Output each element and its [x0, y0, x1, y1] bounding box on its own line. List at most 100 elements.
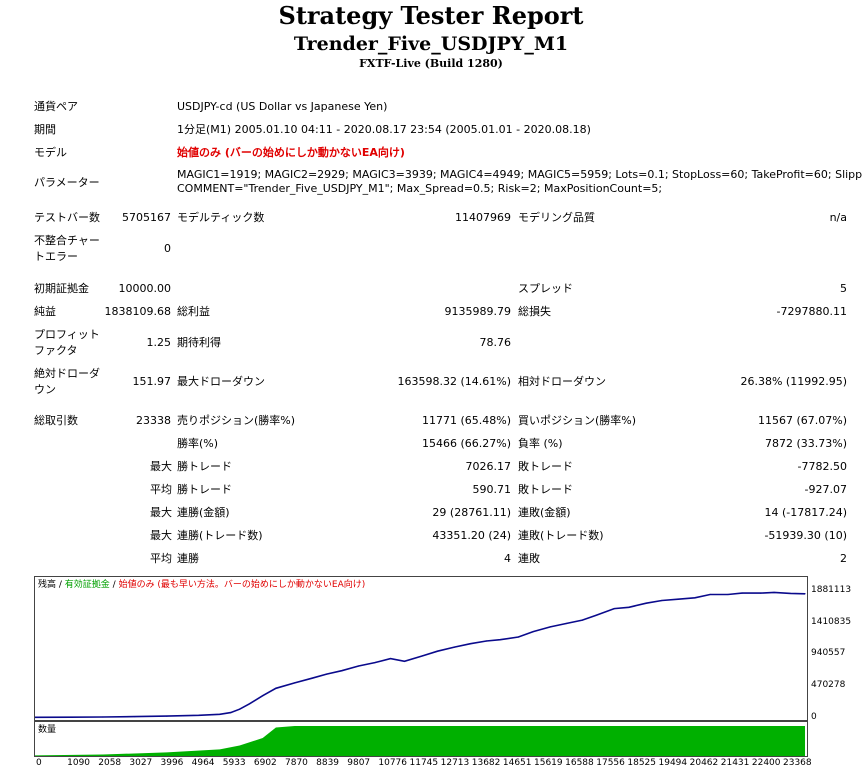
cons-wins-amount-value: 29 (28761.11) [432, 506, 511, 519]
cons-losses-amount-label: 連敗(金額) [518, 506, 571, 519]
balance-point [694, 597, 696, 599]
balance-point [565, 622, 567, 625]
balance-point [499, 639, 501, 641]
balance-point [485, 640, 488, 642]
loss-rate-label: 負率 (%) [518, 437, 563, 450]
balance-line [35, 591, 806, 719]
balance-point [595, 614, 597, 616]
balance-point [677, 598, 679, 600]
balance-point [294, 682, 296, 684]
x-tick-label: 3027 [129, 758, 153, 768]
x-tick-label: 1090 [67, 758, 91, 768]
balance-chart: 残高 / 有効証拠金 / 始値のみ (最も早い方法。バーの始めにしか動かないEA… [34, 576, 808, 721]
abs-drawdown-label-line-1: 絶対ドローダ [34, 367, 100, 380]
x-tick-label: 19494 [658, 758, 688, 768]
balance-point [374, 662, 376, 664]
x-tick-label: 21431 [720, 758, 750, 768]
largest-prefix: 最大 [150, 460, 172, 473]
balance-point [70, 716, 72, 718]
cons-losses-amount-value: 14 (-17817.24) [764, 506, 847, 519]
rel-drawdown-value: 26.38% (11992.95) [740, 375, 847, 388]
balance-point [311, 677, 313, 679]
balance-point [262, 695, 264, 697]
volume-area [35, 726, 805, 756]
legend-balance: 残高 [38, 580, 57, 590]
balance-point [517, 636, 519, 638]
x-tick-label: 11745 [409, 758, 439, 768]
balance-point [341, 670, 343, 672]
x-tick-label: 7870 [285, 758, 308, 768]
balance-point [549, 626, 551, 628]
balance-point [469, 643, 472, 645]
x-tick-label: 6902 [253, 758, 277, 768]
x-tick-label: 0 [36, 758, 42, 768]
balance-point [661, 599, 663, 602]
avg-cons-wins-label: 連勝 [177, 552, 199, 565]
x-tick-label: 15619 [534, 758, 563, 768]
balance-point [628, 606, 630, 608]
quality-label: モデリング品質 [518, 211, 595, 224]
long-positions-label: 買いポジション(勝率%) [518, 414, 637, 427]
bars-value: 5705167 [122, 211, 171, 224]
volume-chart: 数量 [34, 721, 808, 757]
quality-value: n/a [829, 211, 847, 224]
avg-win-value: 590.71 [472, 483, 512, 496]
y-tick-label: 470278 [811, 680, 846, 691]
profit-factor-value: 1.25 [146, 336, 172, 349]
x-tick-label: 4964 [191, 758, 215, 768]
x-tick-label: 5933 [222, 758, 246, 768]
balance-point [760, 592, 762, 594]
y-tick-label: 940557 [811, 648, 846, 659]
balance-point [741, 592, 743, 594]
x-tick-label: 2058 [98, 758, 122, 768]
deposit-label: 初期証拠金 [34, 282, 89, 295]
balance-point [709, 593, 711, 596]
x-tick-label: 3996 [160, 758, 184, 768]
legend-equity: 有効証拠金 [64, 580, 110, 590]
average-prefix-2: 平均 [150, 552, 172, 565]
cons-losses-trades-value: -51939.30 (10) [764, 529, 847, 542]
x-tick-label: 8839 [316, 758, 340, 768]
net-profit-label: 純益 [34, 305, 56, 318]
x-tick-label: 17556 [596, 758, 625, 768]
balance-point [198, 714, 200, 716]
report-subtitle: Trender_Five_USDJPY_M1 [293, 33, 569, 55]
gross-loss-value: -7297880.11 [776, 305, 847, 318]
mismatch-label-line-1: 不整合チャー [34, 234, 100, 247]
balance-point [403, 660, 406, 662]
long-positions-value: 11567 (67.07%) [757, 414, 847, 427]
balance-point [804, 593, 806, 595]
ticks-label: モデルティック数 [177, 211, 265, 224]
win-rate-value: 15466 (66.27%) [421, 437, 511, 450]
largest-win-value: 7026.17 [465, 460, 512, 473]
avg-cons-wins-value: 4 [504, 552, 511, 565]
x-tick-label: 13682 [471, 758, 501, 768]
balance-point [436, 650, 439, 652]
x-tick-label: 23368 [783, 758, 812, 768]
x-tick-label: 12713 [440, 758, 470, 768]
deposit-value: 10000.00 [118, 282, 172, 295]
x-tick-label: 20462 [689, 758, 719, 768]
volume-label: 数量 [38, 725, 57, 735]
avg-win-label: 勝トレード [177, 483, 232, 496]
balance-point [102, 716, 104, 718]
mismatch-value: 0 [164, 242, 171, 255]
x-tick-label: 10776 [378, 758, 408, 768]
balance-point [773, 591, 775, 594]
y-tick-label: 1881113 [811, 585, 852, 595]
report-title: Strategy Tester Report [278, 1, 584, 30]
cons-losses-trades-label: 連敗(トレード数) [518, 529, 604, 542]
profit-factor-label-line-1: プロフィット [34, 328, 100, 341]
build-info: FXTF-Live (Build 1280) [359, 57, 503, 70]
x-tick-label: 16588 [565, 758, 594, 768]
period-label: 期間 [34, 123, 56, 136]
loss-rate-value: 7872 (33.73%) [764, 437, 847, 450]
period-value: 1分足(M1) 2005.01.10 04:11 - 2020.08.17 23… [177, 123, 591, 136]
short-positions-value: 11771 (65.48%) [421, 414, 511, 427]
balance-point [453, 646, 456, 648]
balance-point [230, 711, 232, 714]
balance-point [35, 716, 36, 718]
largest-loss-label: 敗トレード [518, 460, 573, 473]
mismatch-label-line-2: トエラー [34, 250, 78, 263]
balance-point [789, 592, 792, 595]
